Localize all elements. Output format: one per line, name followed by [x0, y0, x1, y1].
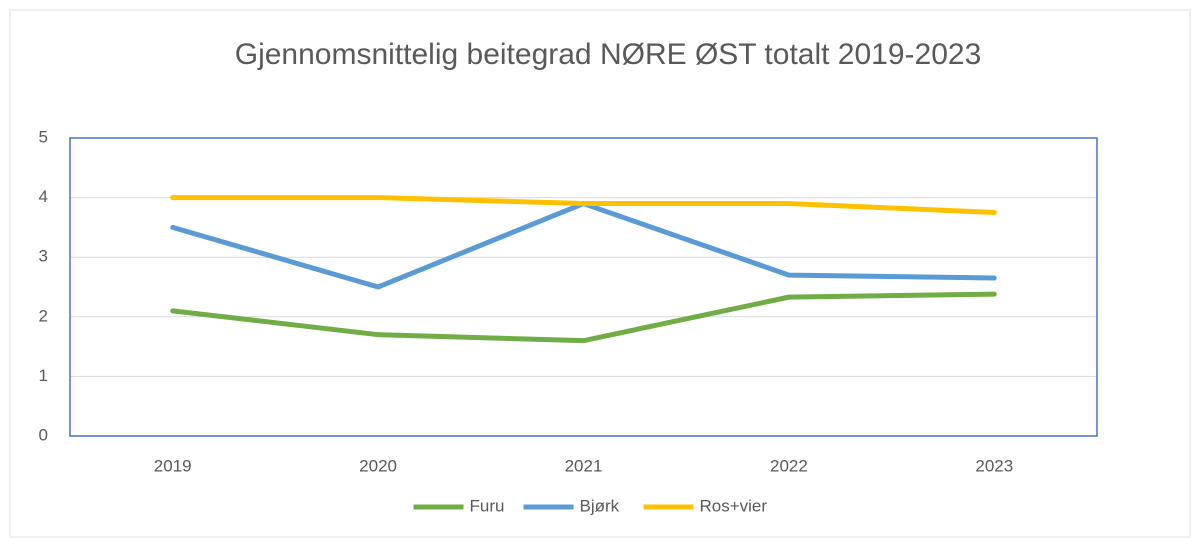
- x-tick-label: 2019: [154, 456, 192, 475]
- legend-label: Furu: [470, 496, 505, 515]
- x-tick-label: 2021: [565, 456, 603, 475]
- series-line: [170, 195, 997, 215]
- legend-label: Bjørk: [580, 496, 620, 515]
- chart-frame: [9, 9, 1191, 538]
- x-tick-label: 2023: [975, 456, 1013, 475]
- plot-border: [69, 137, 1098, 437]
- y-tick-label: 1: [39, 366, 48, 385]
- x-tick-label: 2022: [770, 456, 808, 475]
- chart-title: Gjennomsnittelig beitegrad NØRE ØST tota…: [235, 38, 982, 71]
- y-tick-label: 0: [39, 425, 48, 444]
- series-line: [170, 291, 997, 344]
- y-tick-label: 5: [39, 127, 48, 146]
- legend-label: Ros+vier: [700, 496, 768, 515]
- y-tick-label: 4: [39, 187, 48, 206]
- y-tick-label: 3: [39, 247, 48, 266]
- x-tick-label: 2020: [359, 456, 397, 475]
- y-tick-label: 2: [39, 306, 48, 325]
